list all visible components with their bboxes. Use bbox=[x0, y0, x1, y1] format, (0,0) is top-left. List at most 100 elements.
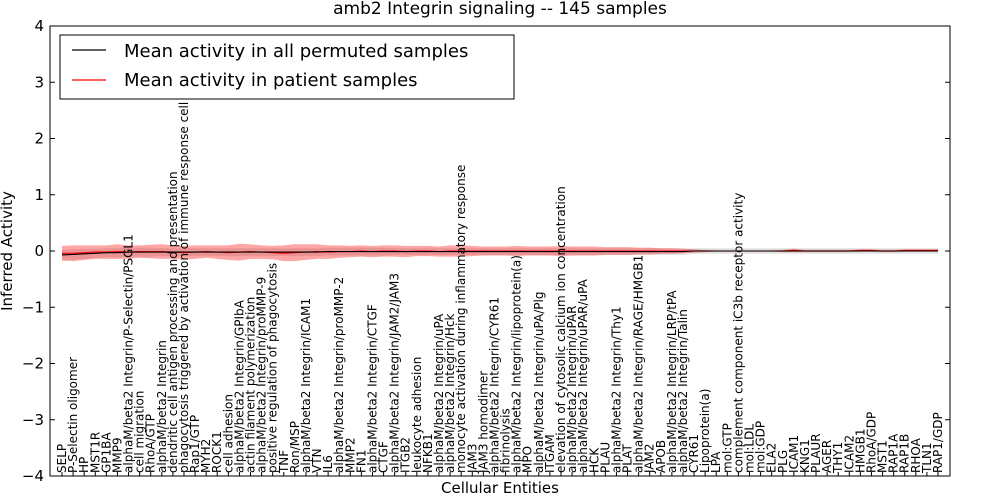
x-tick-label: JAM3 bbox=[465, 443, 479, 474]
x-tick-label: PLAU bbox=[598, 442, 612, 473]
x-tick-label: RhoA/GTP bbox=[144, 414, 158, 473]
x-tick-label: alphaM/beta2 Integrin/CTGF bbox=[366, 304, 380, 473]
x-tick-label: MYH2 bbox=[199, 439, 213, 473]
x-tick-label: ICAM2 bbox=[842, 435, 856, 473]
x-tick-label: GP1BA bbox=[99, 432, 113, 473]
y-tick-label: 3 bbox=[34, 73, 44, 91]
x-tick-label: alphaM/beta2 Integrin/JAM2/JAM3 bbox=[388, 273, 402, 473]
x-tick-label: PLG bbox=[776, 450, 790, 473]
x-axis-label: Cellular Entities bbox=[441, 479, 559, 497]
y-tick-label: −4 bbox=[22, 467, 44, 485]
x-tick-label: RAP1B bbox=[898, 434, 912, 473]
x-tick-label: mol:GDP bbox=[754, 421, 768, 473]
x-tick-label: HCK bbox=[587, 447, 601, 473]
y-tick-label: −3 bbox=[22, 411, 44, 429]
x-tick-label: JAM3 homodimer bbox=[476, 371, 490, 474]
x-tick-label: Lipoprotein(a) bbox=[698, 389, 712, 473]
y-tick-label: 2 bbox=[34, 130, 44, 148]
x-tick-label: alphaM/beta2 Integrin/Talin bbox=[676, 309, 690, 473]
y-tick-label: −1 bbox=[22, 298, 44, 316]
x-tick-label: PLAT bbox=[621, 444, 635, 473]
y-tick-label: 0 bbox=[34, 242, 44, 260]
x-tick-label: ICAM1 bbox=[787, 435, 801, 473]
x-tick-label: alphaM/beta2 Integrin/Thy1 bbox=[609, 306, 623, 473]
x-tick-label: phagocytosis triggered by activation of … bbox=[177, 54, 191, 473]
x-tick-label: P-Selectin oligomer bbox=[66, 357, 80, 473]
x-tick-label: alphaM/beta2 Integrin/ICAM1 bbox=[299, 298, 313, 473]
x-tick-label: complement component iC3b receptor activ… bbox=[731, 193, 745, 473]
x-tick-label: FN1 bbox=[354, 449, 368, 473]
x-tick-label: VTN bbox=[310, 448, 324, 473]
x-tick-label: alphaM/beta2 Integrin/GPIbA bbox=[232, 299, 246, 473]
x-tick-label: MST1R bbox=[88, 432, 102, 473]
legend-label-permuted: Mean activity in all permuted samples bbox=[124, 41, 468, 62]
x-tick-label: alphaM/beta2 Integrin/uPAR/uPA bbox=[576, 278, 590, 473]
y-axis: −4 −3 −2 −1 0 1 2 3 4 bbox=[22, 17, 950, 485]
x-tick-label: fibrinolysis bbox=[499, 408, 513, 473]
x-tick-label: Ron/MSP bbox=[288, 421, 302, 473]
x-tick-label: alphaM/beta2 Integrin/CYR61 bbox=[488, 297, 502, 473]
x-tick-label: alphaM/beta2 Integrin/uPA/Plg bbox=[532, 292, 546, 473]
x-tick-label: ITGB2 bbox=[399, 437, 413, 473]
x-tick-label: ELA2 bbox=[765, 443, 779, 473]
x-tick-label: dendritic cell antigen processing and pr… bbox=[166, 171, 180, 473]
x-tick-label: positive regulation of phagocytosis bbox=[266, 263, 280, 473]
x-tick-label: KNG1 bbox=[798, 439, 812, 473]
x-tick-label: HP bbox=[77, 457, 91, 473]
x-tick-label: mol:GTP bbox=[720, 423, 734, 473]
x-tick-label: alphaM/beta2 Integrin/RAGE/HMGB1 bbox=[632, 255, 646, 473]
x-tick-label: alphaM/beta2 Integrin/LRP/tPA bbox=[665, 290, 679, 473]
legend-box bbox=[59, 34, 515, 100]
x-tick-label: monocyte activation during inflammatory … bbox=[454, 165, 468, 473]
series-line-permuted bbox=[61, 250, 938, 256]
x-tick-label: CTGF bbox=[377, 441, 391, 473]
x-tick-label: alphaM/beta2 Integrin/Hck bbox=[443, 313, 457, 473]
x-tick-label: AGER bbox=[820, 440, 834, 473]
x-tick-label: RAP1/GDP bbox=[931, 412, 945, 473]
x-tick-label: RHOA bbox=[909, 437, 923, 473]
x-tick-label: IL6 bbox=[321, 455, 335, 473]
x-tick-label: elevation of cytosolic calcium ion conce… bbox=[554, 186, 568, 473]
x-tick-label: cell adhesion bbox=[221, 394, 235, 473]
x-tick-label: SELP bbox=[55, 444, 69, 473]
x-tick-label: leukocyte adhesion bbox=[410, 357, 424, 473]
x-tick-label: MMP2 bbox=[343, 437, 357, 473]
y-tick-label: 4 bbox=[34, 17, 44, 35]
x-tick-label: alphaM/beta2 Integrin/P-Selectin/PSGL1 bbox=[122, 234, 136, 473]
x-tick-label: APOB bbox=[654, 440, 668, 473]
x-tick-label: ROCK1 bbox=[210, 431, 224, 473]
y-tick-label: −2 bbox=[22, 355, 44, 373]
y-axis-label: Inferred Activity bbox=[0, 191, 16, 311]
x-tick-label: actin filament polymerization bbox=[244, 297, 258, 473]
x-tick-label: alphaM/beta2 Integrin/lipoprotein(a) bbox=[510, 255, 524, 473]
x-tick-label: cell migration bbox=[133, 391, 147, 473]
x-tick-label: HMGB1 bbox=[853, 428, 867, 473]
x-tick-label: MMP9 bbox=[110, 437, 124, 473]
y-tick-label: 1 bbox=[34, 186, 44, 204]
x-tick-label: MST1 bbox=[876, 440, 890, 473]
x-tick-label: RAP1A bbox=[887, 433, 901, 473]
x-tick-label: JAM2 bbox=[643, 443, 657, 474]
x-tick-label: LPA bbox=[709, 451, 723, 473]
x-tick-label: alphaM/beta2 Integrin/proMMP-2 bbox=[332, 277, 346, 473]
chart-title: amb2 Integrin signaling -- 145 samples bbox=[333, 0, 667, 19]
lines-layer bbox=[61, 249, 938, 256]
x-tick-label: RhoA/GDP bbox=[865, 412, 879, 473]
x-tick-label: TNF bbox=[277, 450, 291, 474]
x-tick-label: NFKB1 bbox=[421, 433, 435, 473]
x-tick-label: TLN1 bbox=[920, 442, 934, 474]
legend: Mean activity in all permuted samples Me… bbox=[59, 34, 515, 100]
x-tick-label: MPO bbox=[521, 446, 535, 473]
x-tick-label: PLAUR bbox=[809, 433, 823, 473]
x-tick-label: Rap1/GTP bbox=[188, 415, 202, 473]
x-tick-label: alphaM/beta2 Integrin/uPAR bbox=[565, 305, 579, 473]
x-tick-label: alphaM/beta2 Integrin bbox=[155, 340, 169, 473]
x-tick-label: THY1 bbox=[831, 442, 845, 474]
x-tick-label: ITGAM bbox=[543, 434, 557, 473]
legend-label-patient: Mean activity in patient samples bbox=[124, 70, 418, 91]
x-tick-label: CYR61 bbox=[687, 434, 701, 473]
x-tick-label: alphaM/beta2 Integrin/proMMP-9 bbox=[255, 277, 269, 473]
band-patient bbox=[62, 243, 938, 262]
